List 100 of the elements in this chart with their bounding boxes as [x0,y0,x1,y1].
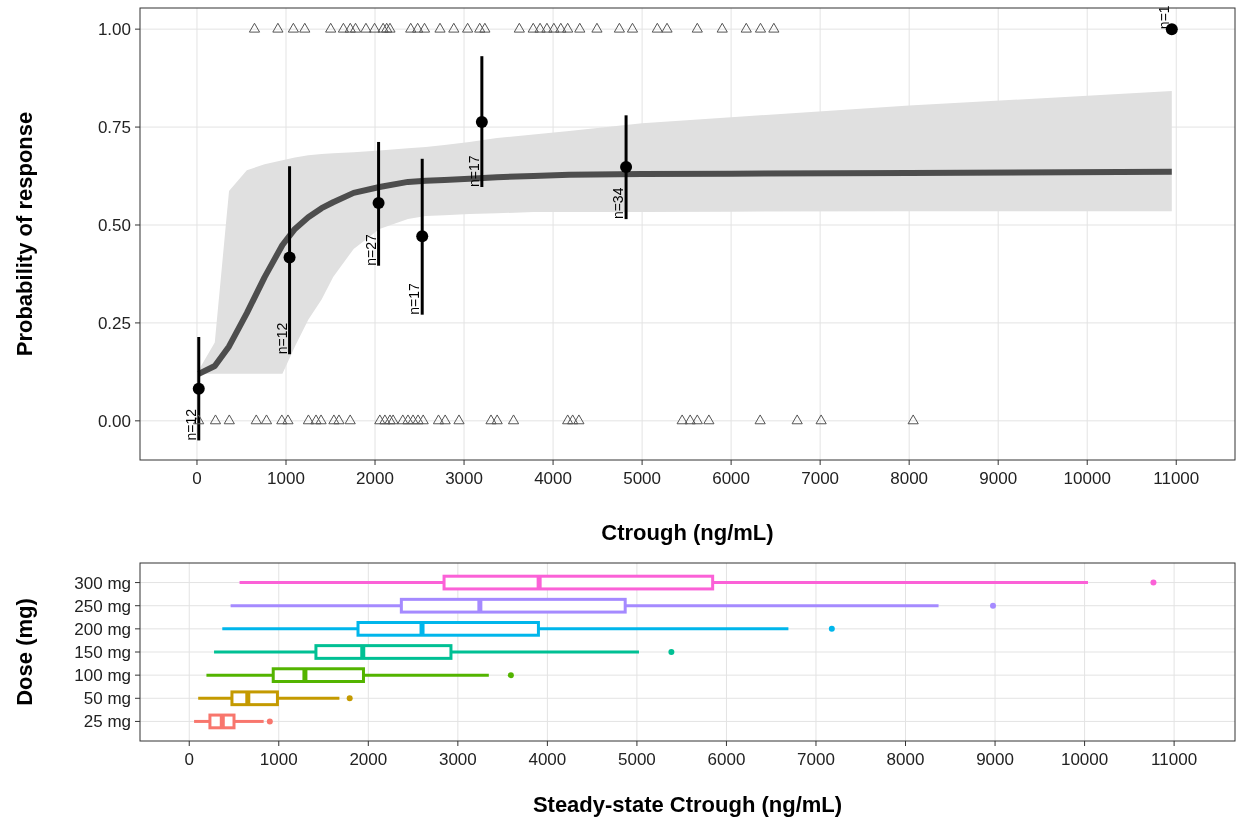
y-tick-label: 0.00 [97,411,131,431]
point [513,22,525,33]
point [555,22,567,33]
x-axis-title: Steady-state Ctrough (ng/mL) [532,792,843,817]
y-tick-label: 0.75 [97,118,131,138]
x-tick-label: 6000 [712,469,751,488]
point [417,414,429,425]
point [907,414,919,425]
y-tick-label: 1.00 [97,20,131,40]
point [439,414,451,425]
point [548,22,560,33]
point [328,414,340,425]
point [374,414,386,425]
x-tick-label: 2000 [349,750,388,769]
x-tick-label: 10000 [1060,750,1109,769]
point [325,22,337,33]
point [434,22,446,33]
x-tick-label: 7000 [797,750,835,769]
point [432,414,445,425]
x-tick-label: 9000 [979,469,1018,488]
x-tick-label: 11000 [1153,469,1200,488]
x-tick-label: 10000 [1063,469,1111,488]
point [479,22,491,33]
x-tick-label: 4000 [528,750,567,769]
point [573,414,585,425]
point [754,414,766,425]
point [412,414,424,425]
x-tick-label: 7000 [801,469,840,488]
point [402,414,414,425]
point [344,22,356,33]
point [474,22,486,33]
x-tick-label: 0 [184,750,194,769]
x-tick-label: 4000 [534,469,572,488]
point [272,22,284,33]
y-tick-label: 300 mg [74,573,131,593]
y-tick-label: 25 mg [83,712,131,732]
annotation: n=27 [362,233,379,266]
point [740,22,752,33]
point [491,414,503,425]
point [534,22,546,33]
point [349,22,362,33]
point [416,230,429,243]
x-tick-label: 11000 [1151,750,1198,769]
point [448,22,460,33]
point [283,251,296,264]
x-tick-label: 0 [192,469,202,488]
point [337,22,350,33]
point [716,22,728,33]
point [377,22,389,33]
point [282,414,294,425]
y-axis-title: Dose (mg) [12,598,37,706]
point [562,22,574,33]
y-axis-title: Probability of response [12,111,37,357]
x-tick-label: 5000 [623,469,662,488]
x-tick-label: 1000 [267,469,305,488]
x-tick-label: 9000 [976,750,1014,769]
y-tick-label: 100 mg [74,666,131,686]
point [223,414,235,425]
point [676,414,688,425]
x-tick-label: 8000 [890,469,929,488]
point [209,414,222,425]
x-tick-label: 8000 [886,750,925,769]
x-axis-title: Ctrough (ng/mL) [601,520,774,545]
point [791,414,803,425]
point [407,414,419,425]
point [691,22,703,33]
annotation: n=17 [465,155,482,187]
point [691,414,703,425]
point [507,414,520,425]
y-tick-label: 200 mg [74,619,131,639]
point [418,22,431,33]
point [562,414,574,425]
y-tick-label: 0.25 [97,313,131,333]
point [287,22,299,33]
y-tick-label: 0.50 [97,215,131,235]
point [651,22,663,33]
y-tick-label: 150 mg [74,643,131,662]
point [527,22,539,33]
point [703,414,715,425]
point [768,22,780,33]
point [626,22,639,33]
x-tick-label: 5000 [618,750,656,769]
x-tick-label: 2000 [356,469,394,488]
point [368,22,381,33]
point [567,414,579,425]
annotation: n=1 [1155,5,1172,30]
point [379,414,391,425]
point [754,22,767,33]
point [453,414,465,425]
point [360,22,372,33]
point [299,22,311,33]
point [815,414,827,425]
point [250,414,262,425]
point [541,22,553,33]
x-tick-label: 6000 [707,750,746,769]
x-tick-label: 1000 [259,750,298,769]
y-tick-label: 50 mg [83,689,131,709]
point [302,414,315,425]
point [613,22,625,33]
point [620,161,633,174]
